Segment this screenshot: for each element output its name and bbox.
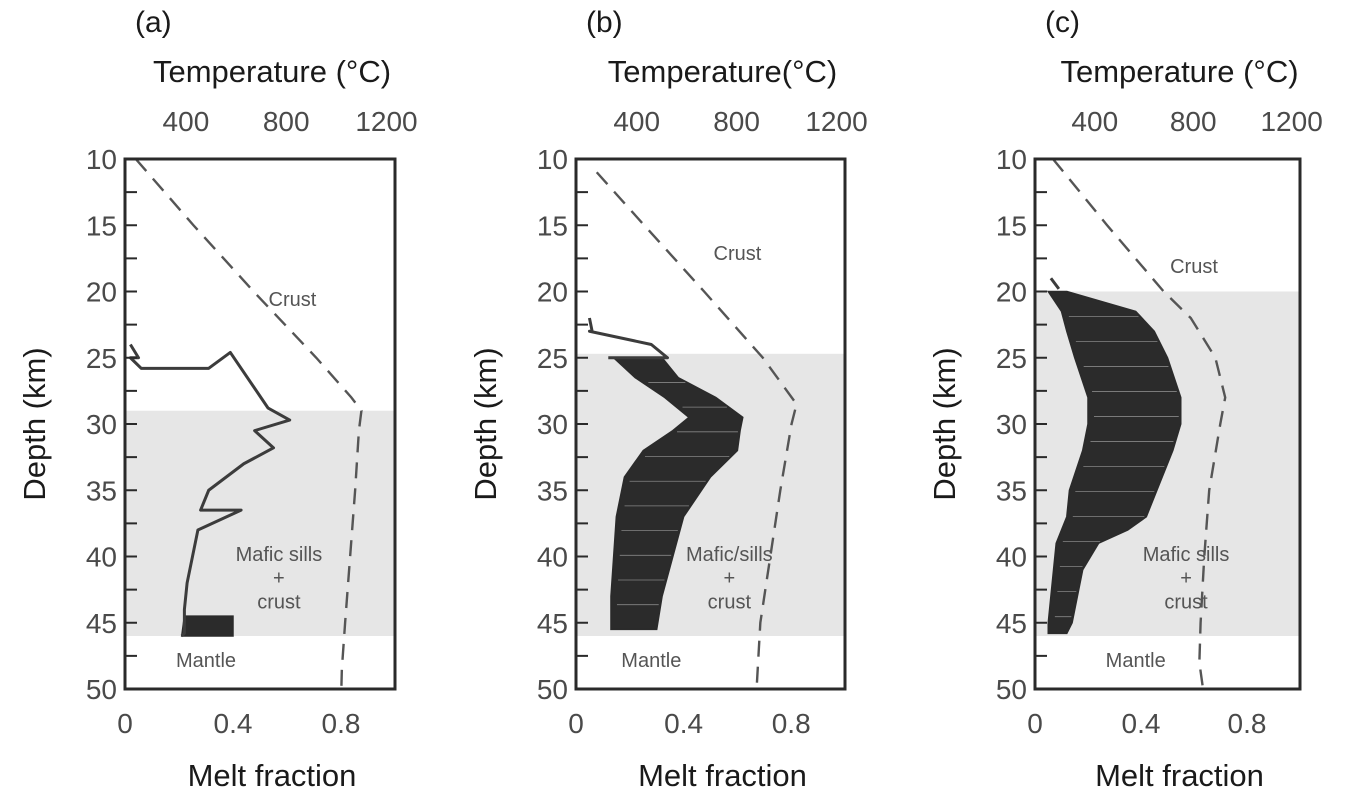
- temperature-geotherm-dashed: [595, 171, 798, 690]
- y-tick-label: 35: [996, 475, 1027, 506]
- y-tick-label: 20: [537, 277, 568, 308]
- y-tick-label: 40: [537, 542, 568, 573]
- y-tick-label: 45: [86, 608, 117, 639]
- mafic-sills-label: Mafic sills: [1143, 544, 1230, 566]
- melt-fraction-shaded-area: [610, 357, 744, 631]
- temperature-tick-label: 400: [163, 106, 210, 137]
- melt-fraction-line: [128, 343, 292, 638]
- mantle-label: Mantle: [621, 650, 681, 672]
- panel-label: (a): [135, 6, 172, 39]
- y-tick-label: 35: [86, 475, 117, 506]
- y-tick-label: 30: [537, 409, 568, 440]
- melt-fraction-tick-label: 0: [568, 708, 584, 739]
- plus-label: +: [1180, 568, 1192, 590]
- y-tick-label: 25: [86, 343, 117, 374]
- temperature-axis-title: Temperature (°C): [1060, 54, 1298, 89]
- melt-fraction-axis-title: Melt fraction: [1095, 758, 1264, 792]
- temperature-tick-label: 800: [713, 106, 760, 137]
- melt-fraction-axis-title: Melt fraction: [638, 758, 807, 792]
- temperature-tick-label: 1200: [805, 106, 867, 137]
- y-tick-label: 40: [996, 542, 1027, 573]
- y-tick-label: 15: [537, 210, 568, 241]
- y-tick-label: 25: [996, 343, 1027, 374]
- crust-label: Crust: [269, 289, 317, 311]
- temperature-tick-label: 400: [613, 106, 660, 137]
- mafic-sills-label: Mafic sills: [236, 544, 323, 566]
- temperature-geotherm-dashed: [134, 158, 363, 690]
- y-tick-label: 10: [86, 144, 117, 175]
- temperature-axis-title: Temperature(°C): [608, 54, 837, 89]
- y-tick-label: 15: [996, 210, 1027, 241]
- crust-sub-label: crust: [257, 592, 301, 614]
- y-tick-label: 50: [537, 674, 568, 705]
- y-tick-label: 50: [996, 674, 1027, 705]
- depth-axis-title: Depth (km): [927, 347, 962, 500]
- y-tick-label: 20: [86, 277, 117, 308]
- temperature-tick-label: 800: [263, 106, 310, 137]
- melt-fraction-line: [1049, 277, 1061, 290]
- melt-fraction-line: [587, 317, 669, 360]
- y-tick-label: 50: [86, 674, 117, 705]
- y-tick-label: 20: [996, 277, 1027, 308]
- melt-fraction-tick-label: 0: [1027, 708, 1043, 739]
- sill-zone-shading: [125, 410, 395, 636]
- melt-fraction-tick-label: 0.4: [664, 708, 703, 739]
- y-tick-label: 10: [537, 144, 568, 175]
- temperature-tick-label: 800: [1170, 106, 1217, 137]
- y-tick-label: 35: [537, 475, 568, 506]
- panel-2: 10 15 20 25 30 35 40 45 500 0.4 0.8 400 800 1200 (b) Te…: [468, 6, 868, 792]
- melt-fraction-tick-label: 0.8: [1228, 708, 1267, 739]
- y-tick-label: 40: [86, 542, 117, 573]
- mantle-label: Mantle: [176, 650, 236, 672]
- plus-label: +: [723, 568, 735, 590]
- melt-fraction-tick-label: 0: [117, 708, 133, 739]
- crust-sub-label: crust: [1164, 592, 1208, 614]
- panel-label: (c): [1045, 6, 1080, 39]
- panel-3: 10 15 20 25 30 35 40 45 500 0.4 0.8 400 800 1200 (c) Te…: [927, 6, 1323, 792]
- melt-fraction-shaded-area: [180, 615, 234, 637]
- temperature-tick-label: 400: [1071, 106, 1118, 137]
- y-tick-label: 45: [996, 608, 1027, 639]
- mantle-label: Mantle: [1106, 650, 1166, 672]
- y-tick-label: 25: [537, 343, 568, 374]
- crust-label: Crust: [714, 243, 762, 265]
- panel-label: (b): [586, 6, 623, 39]
- temperature-tick-label: 1200: [355, 106, 417, 137]
- y-tick-label: 30: [996, 409, 1027, 440]
- y-tick-label: 15: [86, 210, 117, 241]
- y-tick-label: 30: [86, 409, 117, 440]
- temperature-axis-title: Temperature (°C): [153, 54, 391, 89]
- crust-label: Crust: [1170, 256, 1218, 278]
- melt-fraction-tick-label: 0.8: [322, 708, 361, 739]
- depth-axis-title: Depth (km): [468, 347, 503, 500]
- melt-fraction-tick-label: 0.8: [772, 708, 811, 739]
- crust-sub-label: crust: [708, 592, 752, 614]
- plus-label: +: [273, 568, 285, 590]
- melt-fraction-tick-label: 0.4: [1122, 708, 1161, 739]
- y-tick-label: 10: [996, 144, 1027, 175]
- depth-axis-title: Depth (km): [17, 347, 52, 500]
- melt-fraction-tick-label: 0.4: [214, 708, 253, 739]
- melt-fraction-shaded-area: [1046, 290, 1182, 635]
- temperature-tick-label: 1200: [1260, 106, 1322, 137]
- y-tick-label: 45: [537, 608, 568, 639]
- panel-1: 10 15 20 25 30 35 40 45 500 0.4 0.8 400 800 1200 (a) Te…: [17, 6, 418, 792]
- mafic-sills-label: Mafic/sills: [686, 544, 773, 566]
- melt-fraction-axis-title: Melt fraction: [188, 758, 357, 792]
- temperature-geotherm-dashed: [1052, 158, 1227, 690]
